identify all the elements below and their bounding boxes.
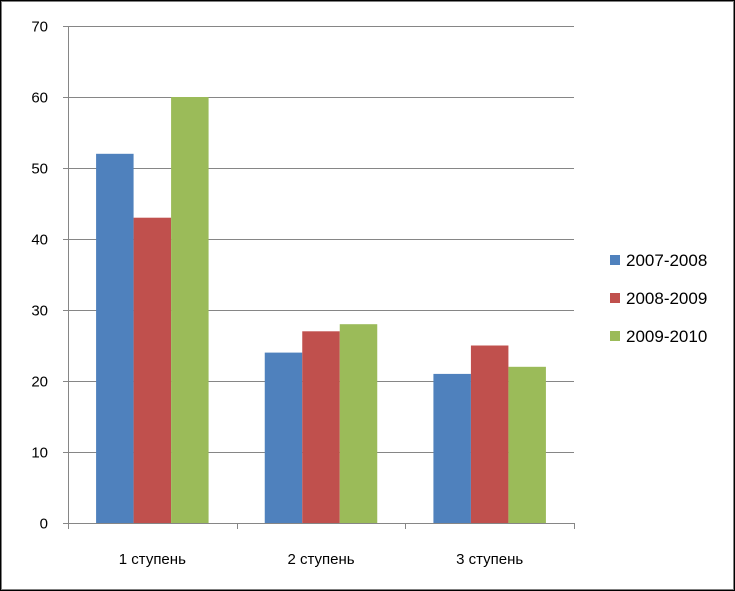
legend-swatch: [610, 331, 620, 341]
bar-2008-2009-1: [133, 217, 172, 523]
legend-label: 2009-2010: [626, 327, 707, 346]
x-axis: 1 ступень 2 ступень 3 ступень: [68, 523, 575, 568]
x-tick-label: 2 ступень: [287, 551, 354, 568]
y-tick-label: 60: [31, 90, 48, 107]
bar-2007-2008-3: [433, 373, 471, 523]
y-tick-label: 30: [31, 303, 48, 320]
y-tick-label: 0: [40, 516, 48, 533]
bar-2008-2009-2: [302, 331, 340, 523]
legend-swatch: [610, 293, 620, 303]
legend-label: 2008-2009: [626, 289, 707, 308]
bar-2007-2008-2: [264, 352, 303, 523]
bars: [96, 97, 546, 524]
bar-2009-2010-1: [171, 97, 209, 523]
legend-label: 2007-2008: [626, 251, 707, 270]
bar-2009-2010-3: [508, 366, 546, 523]
y-tick-label: 50: [31, 161, 48, 178]
y-tick-label: 70: [31, 19, 48, 36]
bar-2007-2008-1: [96, 153, 134, 524]
y-tick-label: 40: [31, 232, 48, 249]
bar-2008-2009-3: [470, 345, 509, 523]
x-tick-label: 1 ступень: [119, 551, 186, 568]
y-axis: 0 10 20 30 40 50 60 70: [31, 19, 69, 533]
y-tick-label: 10: [31, 445, 48, 462]
x-tick-label: 3 ступень: [456, 551, 523, 568]
y-tick-label: 20: [31, 374, 48, 391]
legend-swatch: [610, 255, 620, 265]
legend: 2007-2008 2008-2009 2009-2010: [610, 251, 707, 346]
bar-2009-2010-2: [339, 324, 378, 523]
